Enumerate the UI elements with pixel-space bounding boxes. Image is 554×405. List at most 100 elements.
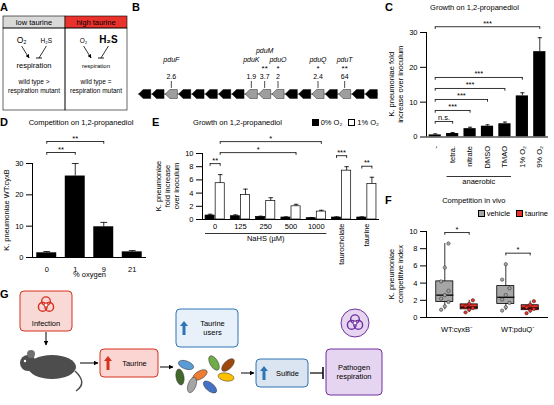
svg-text:respiration mutant: respiration mutant	[8, 87, 60, 95]
svg-text:9% O₂: 9% O₂	[535, 146, 544, 168]
svg-text:-: -	[431, 146, 440, 149]
svg-text:8: 8	[413, 244, 417, 253]
svg-text:4: 4	[413, 279, 417, 288]
svg-text:pduQ: pduQ	[308, 56, 327, 64]
svg-text:low taurine: low taurine	[16, 18, 52, 27]
svg-text:30: 30	[15, 159, 23, 168]
svg-text:pduT: pduT	[336, 56, 354, 64]
svg-text:anaerobic: anaerobic	[462, 177, 495, 186]
svg-text:Taurine: Taurine	[200, 319, 225, 328]
svg-text:% oxygen: % oxygen	[73, 270, 106, 279]
svg-text:Pathogen: Pathogen	[338, 363, 370, 372]
svg-text:O₂: O₂	[80, 37, 88, 44]
svg-text:*: *	[517, 245, 520, 254]
svg-text:NaHS (µM): NaHS (µM)	[247, 234, 285, 243]
svg-text:1.9: 1.9	[246, 73, 256, 80]
svg-text:Infection: Infection	[32, 319, 60, 328]
svg-text:3.7: 3.7	[260, 73, 270, 80]
svg-text:0: 0	[189, 215, 193, 224]
svg-text:*: *	[456, 225, 459, 234]
svg-text:4: 4	[189, 189, 193, 198]
svg-text:**: **	[58, 145, 64, 154]
svg-text:0: 0	[19, 253, 23, 262]
svg-text:*: *	[269, 134, 272, 143]
svg-text:0: 0	[213, 222, 217, 231]
svg-text:n.s.: n.s.	[438, 113, 450, 122]
svg-text:**: **	[212, 156, 218, 165]
svg-text:taurocholate: taurocholate	[337, 224, 346, 265]
svg-text:K. pneumoniae: K. pneumoniae	[387, 249, 396, 299]
svg-text:G: G	[0, 288, 9, 300]
svg-text:respiration: respiration	[336, 372, 371, 381]
svg-text:6: 6	[189, 175, 193, 184]
svg-text:1% O₂: 1% O₂	[518, 146, 527, 168]
svg-text:competitive index: competitive index	[396, 245, 405, 303]
svg-text:B: B	[132, 1, 140, 13]
svg-text:H₂S: H₂S	[99, 34, 118, 45]
svg-text:tetra.: tetra.	[448, 146, 457, 163]
svg-text:nitrate: nitrate	[465, 146, 474, 167]
svg-text:2.4: 2.4	[313, 73, 323, 80]
svg-text:0: 0	[413, 132, 417, 141]
svg-text:wild type =: wild type =	[80, 78, 112, 86]
svg-text:*: *	[316, 64, 319, 73]
svg-text:30: 30	[409, 28, 417, 37]
svg-text:1000: 1000	[308, 222, 325, 231]
svg-text:pduM: pduM	[255, 47, 274, 55]
svg-text:Taurine: Taurine	[122, 359, 147, 368]
svg-text:0: 0	[413, 313, 417, 322]
svg-text:***: ***	[448, 102, 457, 111]
svg-text:high taurine: high taurine	[76, 18, 115, 27]
svg-text:wild type >: wild type >	[18, 78, 50, 86]
svg-text:users: users	[203, 328, 222, 337]
svg-text:respiration: respiration	[82, 63, 110, 69]
svg-text:2: 2	[276, 73, 280, 80]
svg-text:respiration mutant: respiration mutant	[70, 87, 122, 95]
svg-text:WT:pduQ⁻: WT:pduQ⁻	[501, 325, 535, 333]
svg-text:125: 125	[234, 222, 247, 231]
svg-text:DMSO: DMSO	[483, 146, 492, 169]
svg-text:**: **	[364, 158, 370, 167]
svg-text:250: 250	[259, 222, 272, 231]
svg-text:pduK: pduK	[242, 56, 260, 64]
svg-text:over inoculum: over inoculum	[172, 163, 181, 210]
svg-text:pduO: pduO	[268, 56, 287, 64]
svg-text:increase over inoculum: increase over inoculum	[396, 46, 405, 123]
svg-text:***: ***	[337, 148, 346, 157]
svg-text:***: ***	[483, 19, 492, 28]
svg-text:*: *	[276, 64, 279, 73]
svg-text:***: ***	[466, 80, 475, 89]
svg-text:500: 500	[285, 222, 298, 231]
svg-text:64: 64	[341, 73, 349, 80]
svg-text:0: 0	[45, 265, 49, 274]
svg-text:taurine: taurine	[362, 224, 371, 247]
svg-text:H₂S: H₂S	[41, 37, 53, 44]
svg-text:2: 2	[413, 296, 417, 305]
svg-text:20: 20	[15, 190, 23, 199]
svg-text:K. pneumoniae: K. pneumoniae	[154, 161, 163, 211]
svg-text:K. pneumoniae WT:cyxB: K. pneumoniae WT:cyxB	[2, 169, 11, 251]
svg-text:10: 10	[409, 227, 417, 236]
svg-text:8: 8	[189, 162, 193, 171]
svg-text:A: A	[0, 1, 8, 13]
svg-text:K. pneumoniae fold: K. pneumoniae fold	[387, 52, 396, 117]
svg-text:***: ***	[457, 91, 466, 100]
svg-text:O₂: O₂	[17, 35, 27, 45]
svg-text:pduF: pduF	[162, 56, 180, 64]
svg-text:2.6: 2.6	[166, 73, 176, 80]
svg-text:**: **	[342, 64, 348, 73]
svg-text:Sulfide: Sulfide	[276, 369, 299, 378]
svg-text:WT:cyxB⁻: WT:cyxB⁻	[441, 325, 473, 333]
svg-text:fold increase: fold increase	[163, 165, 172, 208]
svg-text:**: **	[262, 64, 268, 73]
svg-text:6: 6	[413, 261, 417, 270]
svg-text:10: 10	[409, 98, 417, 107]
svg-text:***: ***	[474, 69, 483, 78]
svg-text:10: 10	[185, 149, 193, 158]
svg-text:21: 21	[128, 265, 136, 274]
svg-text:**: **	[72, 134, 78, 143]
svg-text:TMAO: TMAO	[500, 146, 509, 168]
svg-text:20: 20	[409, 63, 417, 72]
svg-text:10: 10	[15, 222, 23, 231]
svg-text:*: *	[257, 145, 260, 154]
